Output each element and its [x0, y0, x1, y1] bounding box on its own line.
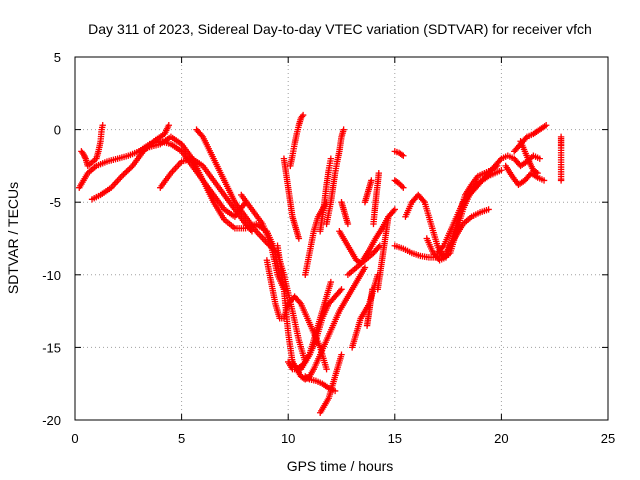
- series-track-28: [391, 177, 407, 191]
- data-point: [398, 183, 406, 190]
- data-point: [485, 206, 492, 213]
- series-track-35: [517, 138, 541, 177]
- data-point: [496, 156, 504, 164]
- data-point: [361, 264, 369, 271]
- data-point: [331, 387, 339, 395]
- series-track-27: [391, 148, 407, 159]
- data-point: [390, 207, 397, 215]
- data-point: [385, 213, 392, 220]
- grid: [75, 57, 608, 420]
- series-track-29: [391, 206, 492, 261]
- data-point: [80, 151, 87, 158]
- series-track-25: [374, 213, 392, 293]
- data-point: [395, 180, 403, 187]
- y-axis-label: SDTVAR / TECUs: [5, 182, 21, 294]
- x-tick-label: 10: [281, 431, 295, 446]
- data-point: [397, 181, 404, 188]
- data-point: [299, 361, 306, 369]
- data-point: [81, 152, 88, 159]
- data-point: [439, 244, 446, 251]
- x-tick-label: 20: [494, 431, 508, 446]
- series-track-9: [289, 264, 369, 383]
- data-point: [165, 122, 173, 129]
- x-tick-label: 25: [601, 431, 615, 446]
- chart-title: Day 311 of 2023, Sidereal Day-to-day VTE…: [88, 21, 592, 37]
- series-track-11: [302, 373, 339, 395]
- data-point: [400, 152, 407, 159]
- series-track-20: [344, 242, 384, 278]
- data-points: [76, 111, 565, 416]
- data-point: [327, 278, 335, 286]
- data-point: [344, 220, 352, 228]
- x-tick-label: 0: [71, 431, 78, 446]
- y-tick-label: -5: [49, 195, 61, 210]
- data-point: [304, 375, 312, 382]
- data-point: [498, 167, 505, 174]
- data-point: [368, 177, 375, 184]
- x-tick-label: 5: [178, 431, 185, 446]
- series-track-14: [287, 111, 307, 170]
- y-tick-label: 5: [54, 50, 61, 65]
- data-point: [300, 360, 308, 367]
- data-point: [337, 287, 344, 294]
- data-point: [81, 153, 89, 161]
- series-track-22: [359, 206, 398, 264]
- data-point: [298, 113, 306, 120]
- y-tick-label: -15: [42, 340, 61, 355]
- data-point: [299, 111, 307, 119]
- y-tick-label: -10: [42, 268, 61, 283]
- data-point: [534, 169, 541, 177]
- data-point: [121, 169, 129, 177]
- data-point: [400, 184, 407, 191]
- data-point: [369, 286, 376, 293]
- data-point: [295, 235, 303, 242]
- data-point: [398, 151, 406, 158]
- data-point: [338, 286, 345, 293]
- series-track-26: [363, 286, 376, 329]
- data-point: [540, 177, 548, 184]
- data-point: [323, 365, 330, 373]
- x-axis-label: GPS time / hours: [287, 458, 394, 474]
- data-point: [120, 171, 127, 178]
- series-track-17: [323, 126, 347, 228]
- series-track-16: [316, 155, 335, 235]
- data-point: [296, 299, 303, 306]
- data-point: [375, 169, 383, 177]
- series-track-36: [557, 133, 565, 184]
- series-track-34: [510, 122, 550, 155]
- data-point: [124, 167, 132, 174]
- data-point: [123, 168, 130, 175]
- series-track-23: [361, 177, 375, 206]
- axis-ticks: 0 5 10 15 20 25 5 0 -5 -10 -15 -20: [42, 50, 615, 446]
- data-point: [198, 132, 205, 139]
- series-track-30: [402, 167, 505, 261]
- series-track-10: [285, 286, 345, 373]
- series-track-32: [434, 152, 543, 257]
- series-track-37: [78, 122, 106, 170]
- data-point: [99, 122, 106, 129]
- y-tick-label: -20: [42, 413, 61, 428]
- series-track-12: [316, 351, 345, 416]
- data-point: [340, 126, 347, 133]
- series-track-13: [280, 155, 303, 242]
- data-point: [391, 206, 398, 213]
- data-point: [557, 177, 565, 184]
- data-point: [522, 135, 529, 142]
- data-point: [533, 168, 540, 176]
- series-track-19: [338, 199, 352, 228]
- y-tick-label: 0: [54, 123, 61, 138]
- series-track-33: [502, 162, 548, 188]
- x-tick-label: 15: [388, 431, 402, 446]
- data-point: [420, 197, 427, 204]
- data-point: [338, 351, 345, 358]
- data-point: [327, 155, 335, 162]
- series-track-24: [370, 169, 383, 228]
- plot-frame: [74, 56, 609, 421]
- data-point: [542, 122, 550, 129]
- data-point: [536, 155, 543, 162]
- data-point: [126, 165, 133, 173]
- data-point: [297, 363, 305, 370]
